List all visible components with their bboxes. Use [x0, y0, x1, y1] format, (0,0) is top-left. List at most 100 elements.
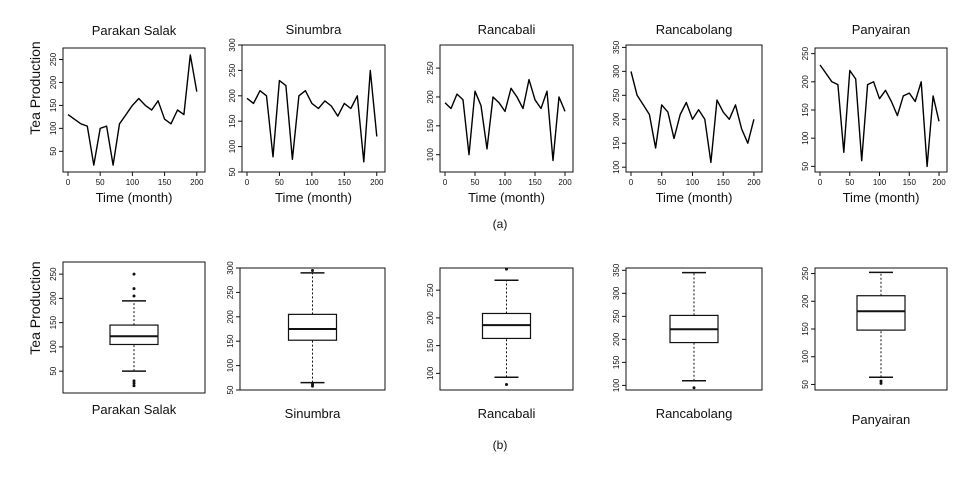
- box-panel-title-2: Rancabali: [478, 406, 536, 421]
- box-iqr-4: [856, 295, 906, 331]
- line-xtick-label-4-1: 50: [845, 178, 854, 187]
- box-ytick-label-1-5: 300: [226, 261, 235, 275]
- line-ytick-label-1-3: 200: [228, 89, 237, 103]
- line-ytick-label-3-5: 350: [612, 40, 621, 54]
- line-panel-title-0: Parakan Salak: [92, 23, 177, 38]
- line-ytick-label-0-4: 250: [49, 52, 58, 66]
- line-panel-3: 100 150 200 250 300 350 0 50 100 150 200 Rancabolan…: [612, 22, 763, 205]
- line-frame-2: [439, 44, 574, 173]
- box-ytick-label-3-3: 250: [612, 309, 621, 323]
- box-ytick-label-1-1: 100: [226, 358, 235, 372]
- box-ytick-label-1-3: 200: [226, 310, 235, 324]
- line-panel-xlabel-1: Time (month): [275, 190, 352, 205]
- line-panel-1: 50 100 150 200 250 300 0 50 100 150 200 Sinumbra Tim…: [228, 22, 386, 205]
- box-outlier-4-0: [879, 381, 883, 385]
- box-ytick-label-4-2: 150: [801, 322, 810, 336]
- line-panel-title-3: Rancabolang: [656, 22, 733, 37]
- line-ytick-label-4-1: 100: [801, 131, 810, 145]
- box-outlier-0-2: [132, 379, 136, 383]
- box-ytick-label-0-2: 150: [49, 315, 58, 329]
- box-ytick-label-1-4: 250: [226, 285, 235, 299]
- line-xtick-label-3-0: 0: [629, 178, 634, 187]
- box-ytick-label-1-0: 50: [226, 385, 235, 394]
- box-panel-2: 100 150 200 250 Rancabali: [426, 267, 574, 421]
- row-a-ylabel: Tea Production: [27, 41, 43, 134]
- line-ytick-label-0-3: 200: [49, 75, 58, 89]
- box-ytick-label-4-0: 50: [801, 379, 810, 388]
- line-panel-title-2: Rancabali: [478, 22, 536, 37]
- line-xtick-label-4-2: 100: [873, 178, 887, 187]
- box-ytick-label-2-0: 100: [426, 366, 435, 380]
- box-outlier-0-4: [132, 287, 136, 291]
- line-xtick-label-2-3: 150: [528, 178, 542, 187]
- line-xtick-label-0-2: 100: [126, 178, 140, 187]
- line-xtick-label-1-2: 100: [305, 178, 319, 187]
- box-outlier-0-5: [132, 272, 136, 276]
- line-ytick-label-4-0: 50: [801, 161, 810, 170]
- box-panel-title-1: Sinumbra: [285, 406, 341, 421]
- box-ytick-label-1-2: 150: [226, 334, 235, 348]
- line-ytick-label-4-3: 200: [801, 75, 810, 89]
- box-iqr-0: [109, 324, 159, 346]
- line-xtick-label-0-3: 150: [158, 178, 172, 187]
- line-xtick-label-3-1: 50: [657, 178, 666, 187]
- box-frame-1: [239, 267, 386, 391]
- line-ytick-label-0-2: 150: [49, 98, 58, 112]
- line-ytick-label-1-2: 150: [228, 114, 237, 128]
- line-panel-xlabel-0: Time (month): [96, 190, 173, 205]
- line-xtick-label-3-2: 100: [686, 178, 700, 187]
- line-xtick-label-3-3: 150: [717, 178, 731, 187]
- line-ytick-label-3-3: 250: [612, 88, 621, 102]
- line-panel-title-4: Panyairan: [852, 22, 911, 37]
- box-outlier-4-1: [879, 379, 883, 383]
- box-ytick-label-4-4: 250: [801, 266, 810, 280]
- line-panel-title-1: Sinumbra: [286, 22, 342, 37]
- series-line-3: [630, 71, 755, 164]
- box-outlier-3-0: [692, 386, 696, 390]
- box-frame-3: [625, 267, 763, 391]
- line-panel-2: 100 150 200 250 0 50 100 150 200 Rancabali Time (m…: [426, 22, 574, 205]
- line-xtick-label-4-0: 0: [818, 178, 823, 187]
- line-ytick-label-2-2: 200: [426, 90, 435, 104]
- box-panel-title-3: Rancabolang: [656, 406, 733, 421]
- row-a-label: (a): [493, 217, 508, 231]
- box-ytick-label-3-5: 350: [612, 263, 621, 277]
- line-xtick-label-2-4: 200: [558, 178, 572, 187]
- line-xtick-label-1-4: 200: [370, 178, 384, 187]
- line-ytick-label-3-2: 200: [612, 112, 621, 126]
- line-panel-xlabel-4: Time (month): [843, 190, 920, 205]
- series-line-1: [246, 69, 378, 163]
- line-panel-0: 50 100 150 200 250 0 50 100 150 200 Parakan Salak T…: [49, 23, 206, 205]
- box-outlier-1-1: [311, 382, 314, 386]
- line-frame-3: [625, 44, 763, 173]
- line-xtick-label-0-4: 200: [190, 178, 204, 187]
- line-panel-xlabel-2: Time (month): [468, 190, 545, 205]
- line-ytick-label-4-4: 250: [801, 46, 810, 60]
- line-xtick-label-2-0: 0: [443, 178, 448, 187]
- line-ytick-label-2-3: 250: [426, 61, 435, 75]
- box-panel-title-4: Panyairan: [852, 412, 911, 427]
- line-panel-4: 50 100 150 200 250 0 50 100 150 200 Panyairan Time …: [801, 22, 948, 205]
- line-ytick-label-3-4: 300: [612, 64, 621, 78]
- row-b-ylabel: Tea Production: [27, 261, 43, 354]
- line-xtick-label-2-2: 100: [498, 178, 512, 187]
- panels: 50 100 150 200 250 0 50 100 150 200 Parakan Salak T…: [49, 22, 948, 427]
- line-xtick-label-0-0: 0: [66, 178, 71, 187]
- box-iqr-1: [287, 313, 338, 341]
- box-ytick-label-4-1: 100: [801, 350, 810, 364]
- box-ytick-label-0-1: 100: [49, 340, 58, 354]
- line-frame-1: [241, 44, 386, 173]
- line-ytick-label-1-0: 50: [228, 167, 237, 176]
- line-ytick-label-2-1: 150: [426, 119, 435, 133]
- line-ytick-label-1-1: 100: [228, 139, 237, 153]
- line-xtick-label-1-3: 150: [338, 178, 352, 187]
- line-xtick-label-1-0: 0: [245, 178, 250, 187]
- line-xtick-label-2-1: 50: [471, 178, 480, 187]
- box-ytick-label-2-2: 200: [426, 311, 435, 325]
- line-ytick-label-3-1: 150: [612, 136, 621, 150]
- box-panel-0: 50 100 150 200 250 Parakan Salak: [49, 261, 206, 417]
- box-panel-3: 100 150 200 250 300 350 Rancabolang: [612, 263, 763, 421]
- line-xtick-label-4-3: 150: [903, 178, 917, 187]
- box-panel-title-0: Parakan Salak: [92, 402, 177, 417]
